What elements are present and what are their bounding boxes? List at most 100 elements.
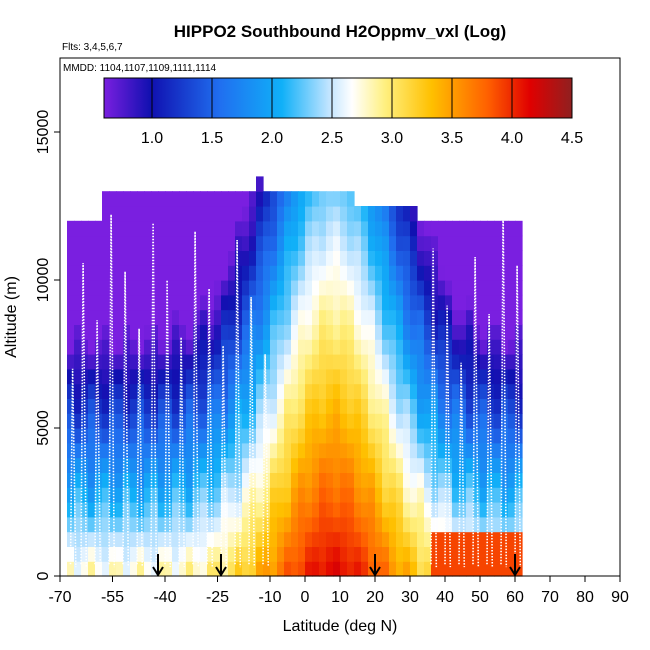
- heatmap-cell: [130, 442, 138, 459]
- heatmap-cell: [221, 294, 229, 311]
- heatmap-cell: [207, 472, 215, 488]
- heatmap-cell: [319, 280, 327, 296]
- heatmap-cell: [95, 561, 103, 577]
- heatmap-cell: [102, 235, 110, 251]
- flight-profile-trace: [80, 263, 88, 568]
- heatmap-cell: [256, 487, 264, 503]
- heatmap-cell: [305, 531, 313, 547]
- heatmap-cell: [235, 191, 243, 207]
- heatmap-cell: [389, 442, 397, 459]
- heatmap-cell: [375, 250, 383, 266]
- heatmap-cell: [424, 442, 432, 459]
- heatmap-cell: [123, 368, 131, 385]
- heatmap-cell: [270, 265, 278, 281]
- heatmap-cell: [284, 235, 292, 251]
- heatmap-cell: [508, 457, 516, 473]
- heatmap-cell: [501, 250, 509, 266]
- heatmap-cell: [291, 472, 299, 488]
- heatmap-cell: [256, 280, 264, 296]
- heatmap-cell: [480, 235, 488, 251]
- heatmap-cell: [228, 383, 236, 399]
- heatmap-cell: [368, 324, 376, 340]
- heatmap-cell: [186, 502, 194, 518]
- heatmap-cell: [291, 265, 299, 281]
- heatmap-cell: [284, 191, 292, 207]
- heatmap-cell: [333, 265, 341, 281]
- heatmap-cell: [284, 206, 292, 222]
- heatmap-cell: [501, 235, 509, 251]
- heatmap-cell: [291, 368, 299, 385]
- heatmap-cell: [81, 235, 89, 251]
- heatmap-cell: [333, 398, 341, 414]
- heatmap-cell: [179, 324, 187, 340]
- heatmap-cell: [396, 442, 404, 459]
- heatmap-cell: [214, 191, 222, 207]
- heatmap-cell: [298, 220, 306, 237]
- heatmap-cell: [116, 235, 124, 251]
- heatmap-cell: [375, 265, 383, 281]
- heatmap-cell: [431, 280, 439, 296]
- heatmap-cell: [347, 294, 355, 311]
- heatmap-cell: [95, 235, 103, 251]
- heatmap-cell: [277, 442, 285, 459]
- heatmap-cell: [361, 561, 369, 577]
- heatmap-cell: [200, 516, 208, 533]
- heatmap-cell: [508, 546, 516, 562]
- heatmap-cell: [130, 398, 138, 414]
- colorbar: 1.0 1.5 2.0 2.5 3.0 3.5 4.0 4.5: [103, 77, 583, 147]
- heatmap-cell: [144, 294, 152, 311]
- heatmap-cell: [424, 354, 432, 370]
- heatmap-cell: [480, 502, 488, 518]
- heatmap-cell: [207, 309, 215, 325]
- heatmap-cell: [151, 191, 159, 207]
- heatmap-cell: [333, 428, 341, 444]
- heatmap-cell: [88, 413, 96, 429]
- heatmap-cell: [438, 324, 446, 340]
- colorbar-tick-label: 4.5: [561, 130, 583, 147]
- heatmap-cell: [459, 309, 467, 325]
- heatmap-cell: [109, 191, 117, 207]
- heatmap-cell: [172, 235, 180, 251]
- heatmap-cell: [361, 354, 369, 370]
- heatmap-cell: [242, 294, 250, 311]
- heatmap-cell: [333, 339, 341, 355]
- heatmap-cell: [144, 354, 152, 370]
- heatmap-cell: [403, 206, 411, 222]
- heatmap-cell: [445, 235, 453, 251]
- heatmap-cell: [109, 561, 117, 577]
- heatmap-cell: [130, 546, 138, 562]
- heatmap-cell: [354, 235, 362, 251]
- heatmap-cell: [375, 339, 383, 355]
- heatmap-cell: [256, 398, 264, 414]
- heatmap-cell: [361, 487, 369, 503]
- heatmap-cell: [396, 220, 404, 237]
- heatmap-cell: [340, 487, 348, 503]
- heatmap-cell: [165, 220, 173, 237]
- heatmap-cell: [501, 383, 509, 399]
- heatmap-cell: [333, 487, 341, 503]
- latitude-arrows: [152, 554, 521, 577]
- heatmap-cell: [95, 220, 103, 237]
- heatmap-cell: [480, 265, 488, 281]
- heatmap-cell: [389, 220, 397, 237]
- heatmap-cell: [305, 294, 313, 311]
- heatmap-cell: [67, 294, 75, 311]
- flight-profile-trace: [192, 231, 200, 568]
- heatmap-cell: [312, 220, 320, 237]
- heatmap-cell: [410, 428, 418, 444]
- heatmap-cell: [508, 265, 516, 281]
- heatmap-cell: [466, 561, 474, 577]
- heatmap-cell: [410, 442, 418, 459]
- heatmap-cell: [102, 531, 110, 547]
- heatmap-cell: [382, 324, 390, 340]
- heatmap-cell: [235, 250, 243, 266]
- heatmap-cell: [396, 354, 404, 370]
- heatmap-cell: [193, 265, 201, 281]
- heatmap-cell: [249, 280, 257, 296]
- heatmap-cell: [431, 442, 439, 459]
- heatmap-cell: [508, 502, 516, 518]
- heatmap-cell: [403, 546, 411, 562]
- heatmap-cell: [116, 324, 124, 340]
- heatmap-cell: [88, 487, 96, 503]
- heatmap-cell: [95, 413, 103, 429]
